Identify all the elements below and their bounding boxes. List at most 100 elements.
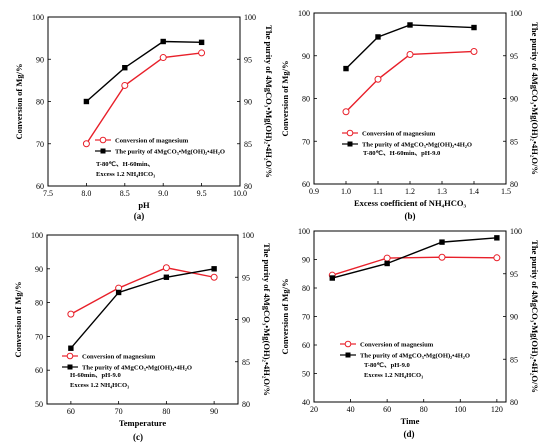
y-left-axis-label: Conversion of Mg/% — [280, 278, 290, 354]
x-tick-label: 9.0 — [158, 189, 168, 198]
data-point-circle — [210, 273, 218, 281]
y-right-tick-label: 100 — [244, 13, 256, 22]
y-right-tick-label: 80 — [510, 398, 518, 407]
y-left-tick-label: 90 — [35, 265, 43, 274]
x-tick-label: 1.3 — [437, 187, 447, 196]
series-line-1 — [70, 267, 215, 315]
plot-frame — [313, 12, 507, 185]
x-axis-label: Temperature — [119, 418, 166, 428]
y-left-tick-label: 70 — [302, 313, 310, 322]
data-point-square — [163, 274, 170, 280]
y-right-tick-label: 80 — [510, 180, 518, 189]
data-point-circle — [406, 50, 414, 58]
y-right-tick-label: 85 — [510, 137, 518, 146]
y-left-tick-label: 60 — [35, 366, 43, 375]
y-right-tick-label: 90 — [510, 313, 518, 322]
condition-note: T-80℃、H-60min、pH-9.0 — [363, 149, 441, 157]
y-right-tick-label: 100 — [510, 227, 522, 236]
y-right-tick-label: 80 — [242, 400, 250, 409]
legend-label: Conversion of magnesium — [360, 342, 434, 349]
y-right-tick-label: 90 — [244, 98, 252, 107]
legend-marker-circle — [346, 129, 354, 137]
chart-panel-2: 0.9 1.0 1.1 1.2 1.3 1.4 1.5 60 70 80 90 100 80 85 90 95… — [280, 9, 540, 221]
condition-note: H-60min、pH-9.0 — [70, 372, 121, 379]
y-left-tick-label: 50 — [302, 370, 310, 379]
y-right-axis-label: The purity of 4MgCO₃•Mg(OH)₂•4H₂O/% — [264, 25, 274, 178]
data-point-square — [115, 289, 122, 296]
data-point-square — [471, 24, 477, 31]
data-point-square — [329, 275, 335, 281]
condition-note: Excess 1.2 NH₄HCO₃ — [364, 372, 423, 379]
data-point-square — [407, 22, 413, 28]
data-point-circle — [374, 75, 382, 83]
y-right-tick-label: 85 — [244, 140, 252, 149]
y-left-tick-label: 100 — [298, 9, 310, 18]
legend-marker-square — [100, 148, 106, 154]
data-point-square — [343, 65, 349, 72]
y-left-tick-label: 100 — [32, 13, 44, 22]
y-left-tick-label: 70 — [36, 140, 44, 149]
y-left-tick-label: 60 — [36, 182, 44, 191]
y-left-tick-label: 80 — [302, 284, 310, 293]
data-point-square — [494, 235, 500, 241]
data-point-circle — [383, 254, 391, 262]
legend-label: Conversion of magnesium — [115, 138, 189, 145]
x-tick-label: 40 — [347, 405, 355, 414]
panel-label: (b) — [405, 211, 416, 221]
series-line-1 — [332, 256, 497, 276]
legend-marker-square — [67, 364, 73, 370]
x-axis-label: Time — [401, 416, 420, 426]
y-left-tick-label: 90 — [302, 256, 310, 265]
series-line-2 — [70, 268, 215, 349]
legend-label: The purity of 4MgCO₃•Mg(OH)₂•4H₂O — [360, 353, 470, 360]
y-left-tick-label: 100 — [31, 231, 43, 240]
data-point-circle — [198, 49, 206, 57]
y-right-axis-label: The purity of 4MgCO₃•Mg(OH)₂•4H₂O/% — [262, 243, 272, 396]
y-left-tick-label: 80 — [35, 299, 43, 308]
x-tick-label: 100 — [454, 405, 466, 414]
x-tick-label: 60 — [383, 405, 391, 414]
y-right-axis-label: The purity of 4MgCO₃•Mg(OH)₂•4H₂O/% — [530, 240, 540, 393]
data-point-circle — [470, 47, 478, 55]
data-point-square — [122, 65, 128, 71]
x-tick-label: 80 — [162, 407, 170, 416]
condition-note: T-80℃、H-60min、 — [96, 160, 154, 168]
legend-marker-circle — [344, 340, 352, 348]
legend-marker-square — [345, 352, 351, 358]
y-left-tick-label: 80 — [302, 95, 310, 104]
series-line-1 — [85, 52, 202, 145]
data-point-square — [375, 34, 381, 40]
x-tick-label: 1.4 — [469, 187, 479, 196]
x-tick-label: 1.0 — [341, 187, 351, 196]
x-tick-label: 1.1 — [373, 187, 383, 196]
y-right-tick-label: 100 — [510, 9, 522, 18]
x-tick-label: 1.5 — [501, 187, 511, 196]
y-left-tick-label: 50 — [35, 400, 43, 409]
x-axis-label: Excess coefficient of NH₄HCO₃ — [354, 198, 466, 208]
data-point-square — [439, 239, 445, 245]
legend-marker-circle — [66, 352, 74, 360]
y-left-tick-label: 100 — [298, 227, 310, 236]
y-right-tick-label: 95 — [510, 52, 518, 61]
data-point-circle — [342, 108, 350, 116]
x-tick-label: 120 — [491, 405, 503, 414]
panel-label: (c) — [133, 432, 143, 442]
y-left-axis-label: Conversion of Mg/% — [14, 63, 24, 139]
condition-note: Excess 1.2 NH₄HCO₃ — [96, 171, 155, 178]
y-right-tick-label: 85 — [510, 355, 518, 364]
x-tick-label: 9.5 — [197, 189, 207, 198]
x-tick-label: 20 — [310, 405, 318, 414]
x-tick-label: 8.5 — [120, 189, 130, 198]
data-point-square — [198, 39, 205, 46]
legend-label: Conversion of magnesium — [82, 354, 156, 361]
panel-label: (d) — [404, 429, 415, 439]
chart-panel-3: 60 70 80 90 50 60 70 80 90 100 80 85 90 95 100 Temperat… — [13, 231, 272, 442]
y-right-tick-label: 90 — [242, 316, 250, 325]
x-tick-label: 1.2 — [405, 187, 415, 196]
data-point-square — [384, 260, 390, 267]
data-point-square — [211, 266, 217, 272]
data-point-square — [160, 38, 166, 45]
y-left-tick-label: 60 — [302, 180, 310, 189]
y-right-tick-label: 80 — [244, 182, 252, 191]
